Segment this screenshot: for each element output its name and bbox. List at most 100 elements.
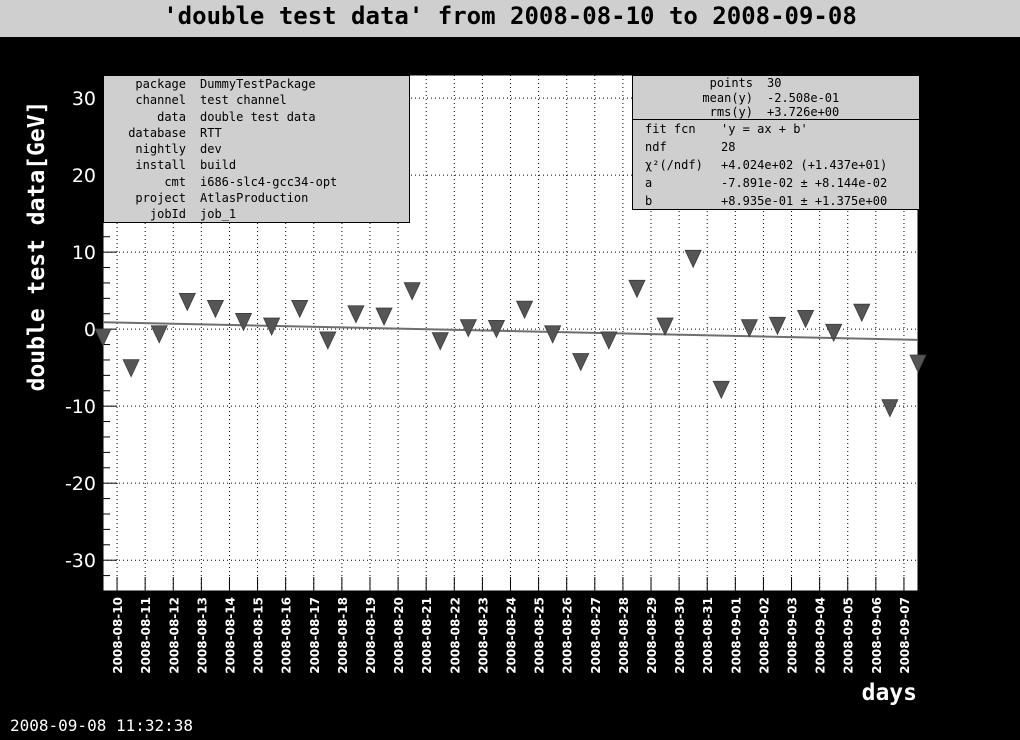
x-tick-label: 2008-08-19: [364, 597, 378, 674]
info-key: package: [135, 77, 186, 91]
y-tick-label: -10: [65, 396, 96, 418]
data-point: [403, 282, 421, 301]
data-point: [881, 399, 899, 418]
data-point: [544, 325, 562, 344]
y-tick-label: 10: [72, 242, 96, 264]
fit-value: +4.024e+02 (+1.437e+01): [721, 158, 888, 172]
x-tick-label: 2008-08-24: [505, 597, 519, 674]
info-value: test channel: [200, 93, 287, 108]
fit-key: a: [645, 176, 653, 190]
data-point: [122, 359, 140, 378]
info-value: RTT: [200, 125, 222, 140]
x-tick-label: 2008-08-31: [701, 597, 715, 674]
info-value: job_1: [200, 207, 237, 222]
fit-row: χ²(/ndf) +4.024e+02 (+1.437e+01): [633, 156, 919, 174]
stat-value: 30: [767, 76, 782, 90]
data-point: [347, 305, 365, 324]
x-tick-label: 2008-08-10: [111, 597, 125, 674]
data-point: [178, 293, 196, 312]
fit-line: [102, 321, 919, 341]
info-value: build: [200, 158, 237, 173]
info-value: AtlasProduction: [200, 191, 309, 206]
fit-stats-box: points 30 mean(y) -2.508e-01 rms(y) +3.726e+0…: [632, 75, 920, 210]
data-point: [487, 319, 506, 339]
info-row: install build: [104, 157, 409, 173]
stat-key: rms(y): [709, 105, 753, 119]
info-key: data: [157, 109, 186, 124]
data-point: [684, 249, 702, 269]
info-row: nightly dev: [104, 141, 409, 157]
fit-key: b: [645, 194, 653, 208]
data-point: [206, 299, 225, 319]
x-tick-label: 2008-08-11: [139, 597, 153, 674]
x-tick-label: 2008-09-02: [757, 597, 771, 674]
data-point: [600, 331, 618, 350]
info-row: package DummyTestPackage: [104, 76, 409, 92]
stat-row: points 30: [633, 76, 919, 91]
stat-key: points: [709, 76, 753, 90]
x-tick-label: 2008-08-30: [673, 597, 687, 674]
x-tick-label: 2008-08-23: [476, 597, 490, 674]
chart-title: 'double test data' from 2008-08-10 to 20…: [163, 2, 857, 30]
fit-value: +8.935e-01 ± +1.375e+00: [721, 194, 888, 208]
fit-key: ndf: [645, 140, 667, 154]
info-key: install: [135, 158, 186, 173]
x-tick-label: 2008-08-20: [392, 597, 406, 674]
x-tick-label: 2008-09-06: [870, 597, 884, 674]
data-point: [375, 307, 393, 326]
x-tick-label: 2008-08-12: [167, 597, 181, 674]
info-value: double test data: [200, 109, 316, 124]
fit-key: χ²(/ndf): [645, 158, 703, 172]
info-row: database RTT: [104, 125, 409, 141]
job-info-box: package DummyTestPackage channel test chann…: [103, 75, 410, 223]
y-tick-label: 20: [72, 165, 96, 187]
data-point: [515, 300, 534, 320]
info-value: dev: [200, 142, 222, 157]
data-point: [796, 309, 815, 329]
stat-row: mean(y) -2.508e-01: [633, 91, 919, 106]
timestamp: 2008-09-08 11:32:38: [10, 716, 194, 735]
fit-row: a -7.891e-02 ± +8.144e-02: [633, 174, 919, 192]
x-tick-label: 2008-08-29: [645, 597, 659, 674]
title-bar: 'double test data' from 2008-08-10 to 20…: [0, 0, 1020, 37]
data-point: [853, 303, 871, 323]
data-point: [628, 279, 646, 299]
fit-value: -7.891e-02 ± +8.144e-02: [721, 176, 888, 190]
fit-value: 'y = ax + b': [721, 122, 808, 136]
data-point: [459, 319, 477, 338]
y-tick-label: -30: [65, 550, 96, 572]
x-tick-label: 2008-09-05: [842, 597, 856, 674]
x-tick-label: 2008-08-13: [195, 597, 209, 674]
info-key: channel: [135, 93, 186, 108]
data-point: [825, 323, 843, 343]
data-point: [234, 313, 253, 332]
x-tick-label: 2008-08-28: [617, 597, 631, 674]
x-tick-label: 2008-08-17: [308, 597, 322, 674]
y-tick-label: 0: [84, 319, 96, 341]
data-point: [94, 328, 112, 347]
info-row: cmt i686-slc4-gcc34-opt: [104, 174, 409, 190]
data-point: [572, 353, 590, 372]
data-point: [291, 299, 309, 319]
info-key: cmt: [164, 174, 186, 189]
y-tick-label: 30: [72, 88, 96, 110]
info-key: nightly: [135, 142, 186, 157]
fit-row: b +8.935e-01 ± +1.375e+00: [633, 192, 919, 210]
info-row: jobId job_1: [104, 206, 409, 222]
info-row: project AtlasProduction: [104, 190, 409, 206]
info-key: project: [135, 191, 186, 206]
data-point: [740, 319, 759, 338]
data-point: [712, 380, 730, 400]
x-tick-label: 2008-08-21: [420, 597, 434, 674]
x-tick-label: 2008-09-07: [898, 597, 912, 674]
stat-value: -2.508e-01: [767, 90, 840, 105]
fit-key: fit fcn: [645, 122, 696, 136]
x-tick-label: 2008-08-22: [448, 597, 462, 674]
info-row: data double test data: [104, 109, 409, 125]
info-key: database: [128, 125, 186, 140]
stat-key: mean(y): [702, 90, 753, 105]
data-point: [150, 325, 168, 344]
fit-value: 28: [721, 140, 736, 154]
x-tick-label: 2008-08-26: [561, 597, 575, 674]
fit-row: fit fcn 'y = ax + b': [633, 120, 919, 138]
